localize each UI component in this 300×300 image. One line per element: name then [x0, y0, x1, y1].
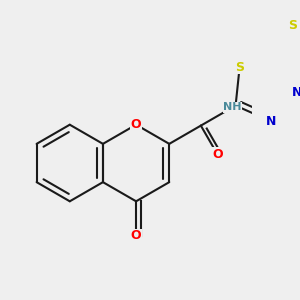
Text: S: S — [288, 19, 297, 32]
Text: O: O — [131, 230, 141, 242]
Text: O: O — [212, 148, 223, 160]
Text: N: N — [292, 86, 300, 99]
Text: N: N — [266, 115, 276, 128]
Text: NH: NH — [223, 102, 242, 112]
Text: S: S — [235, 61, 244, 74]
Text: O: O — [131, 118, 141, 131]
